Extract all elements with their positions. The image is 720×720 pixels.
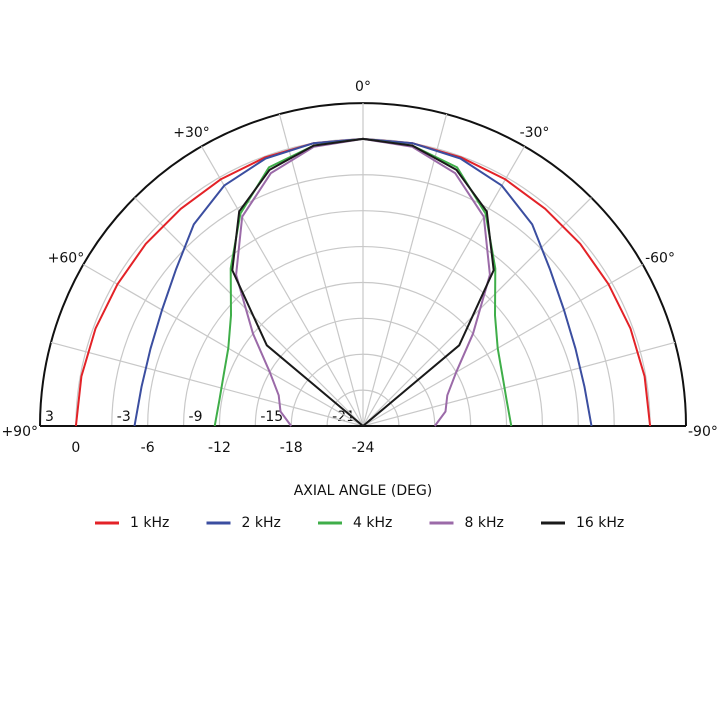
legend-label: 2 kHz — [242, 515, 281, 531]
r-tick-label: -9 — [189, 409, 203, 425]
r-tick-label: -6 — [141, 440, 155, 456]
grid-spoke — [200, 145, 364, 427]
grid-spoke — [362, 341, 676, 427]
grid-spoke — [362, 263, 644, 427]
angle-tick-label: +30° — [173, 125, 210, 141]
grid-spoke — [278, 113, 364, 427]
angle-tick-label: 0° — [355, 79, 371, 95]
r-tick-label: -18 — [280, 440, 303, 456]
grid-spoke — [50, 341, 364, 427]
grid-spoke — [362, 113, 448, 427]
grid-spoke — [82, 263, 364, 427]
r-tick-label: 3 — [45, 409, 54, 425]
r-tick-label: -24 — [352, 440, 375, 456]
legend-label: 4 kHz — [353, 515, 392, 531]
angle-tick-label: -30° — [520, 125, 550, 141]
angle-tick-label: +90° — [1, 424, 38, 440]
grid-spoke — [362, 197, 592, 427]
angle-tick-label: -90° — [688, 424, 718, 440]
grid-spoke — [134, 197, 364, 427]
legend-label: 1 kHz — [130, 515, 169, 531]
grid-spoke — [362, 145, 526, 427]
r-tick-label: 0 — [71, 440, 80, 456]
axis-label: AXIAL ANGLE (DEG) — [294, 483, 433, 499]
angle-tick-label: -60° — [645, 251, 675, 267]
r-tick-label: -15 — [260, 409, 283, 425]
legend-label: 16 kHz — [576, 515, 624, 531]
series-line — [231, 137, 495, 427]
r-tick-label: -3 — [117, 409, 131, 425]
r-tick-label: -12 — [208, 440, 231, 456]
legend-label: 8 kHz — [465, 515, 504, 531]
angle-tick-label: +60° — [48, 251, 85, 267]
